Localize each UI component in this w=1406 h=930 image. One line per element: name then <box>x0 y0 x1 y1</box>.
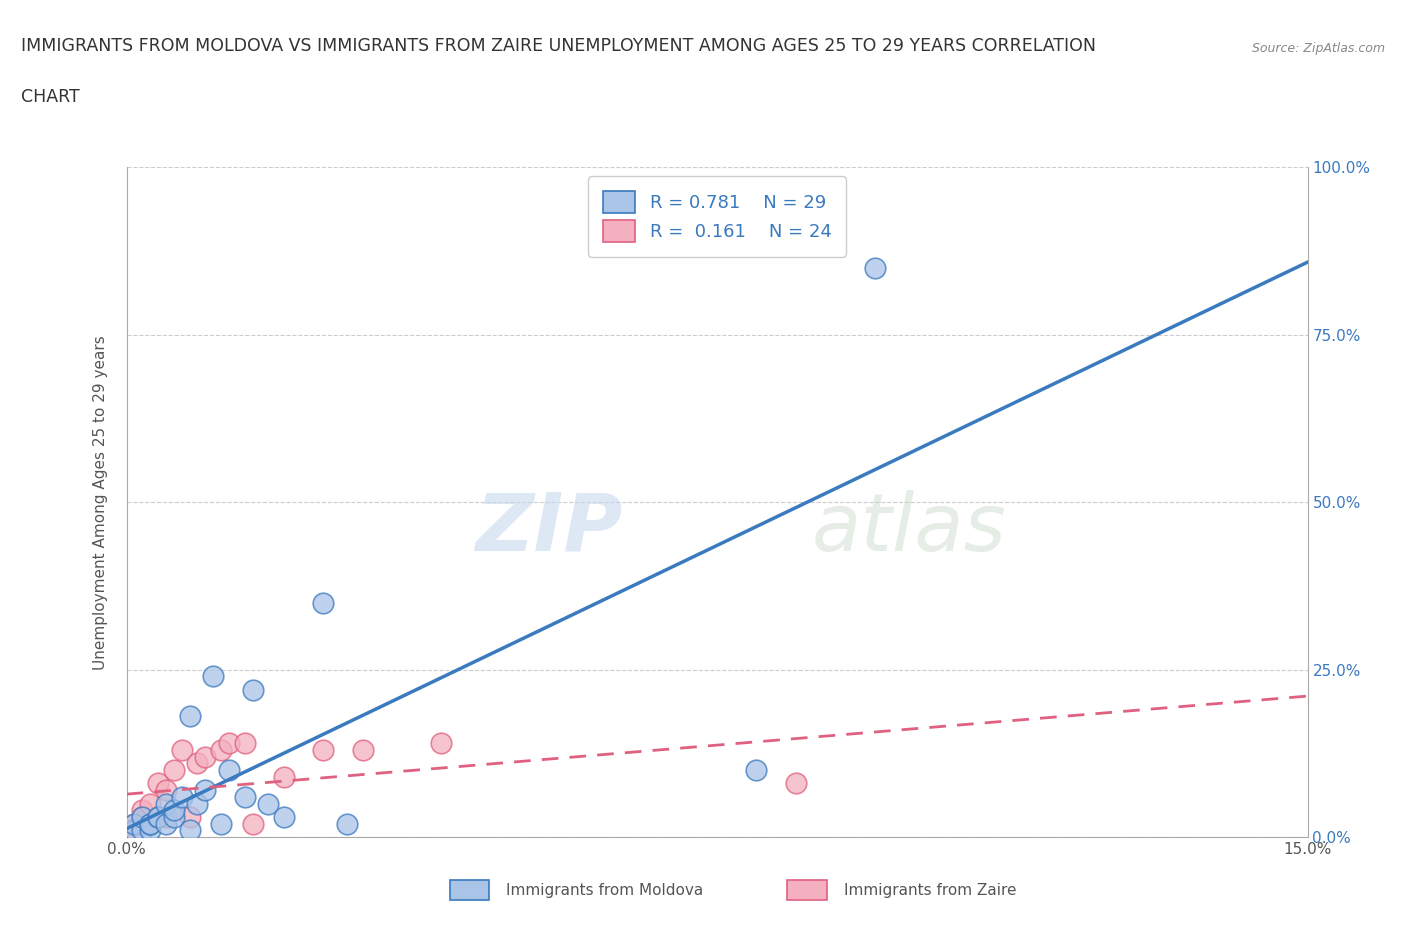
Point <box>312 742 335 757</box>
Point <box>146 776 169 790</box>
Text: atlas: atlas <box>811 490 1007 568</box>
Legend: R = 0.781    N = 29, R =  0.161    N = 24: R = 0.781 N = 29, R = 0.161 N = 24 <box>588 177 846 257</box>
Point <box>139 817 162 831</box>
Point <box>155 817 177 831</box>
Point <box>163 803 186 817</box>
Point <box>218 736 240 751</box>
Point <box>233 790 256 804</box>
Point <box>170 742 193 757</box>
Point <box>186 796 208 811</box>
Y-axis label: Unemployment Among Ages 25 to 29 years: Unemployment Among Ages 25 to 29 years <box>93 335 108 670</box>
Text: IMMIGRANTS FROM MOLDOVA VS IMMIGRANTS FROM ZAIRE UNEMPLOYMENT AMONG AGES 25 TO 2: IMMIGRANTS FROM MOLDOVA VS IMMIGRANTS FR… <box>21 37 1097 55</box>
Point <box>209 742 232 757</box>
Point <box>155 809 177 824</box>
Point <box>179 809 201 824</box>
Point <box>179 709 201 724</box>
Point <box>242 817 264 831</box>
Point <box>163 809 186 824</box>
Point <box>186 756 208 771</box>
Point <box>273 809 295 824</box>
Point <box>115 823 138 838</box>
Point <box>131 809 153 824</box>
Point <box>146 809 169 824</box>
Point <box>139 823 162 838</box>
Point <box>218 763 240 777</box>
Point <box>242 683 264 698</box>
Point <box>312 595 335 610</box>
Point <box>194 783 217 798</box>
Text: Immigrants from Zaire: Immigrants from Zaire <box>844 884 1017 898</box>
Point <box>233 736 256 751</box>
Point <box>124 823 146 838</box>
Point <box>336 817 359 831</box>
Point <box>785 776 807 790</box>
Point <box>155 796 177 811</box>
Point <box>179 823 201 838</box>
Point <box>139 817 162 831</box>
Point <box>257 796 280 811</box>
Point <box>155 783 177 798</box>
Text: Immigrants from Moldova: Immigrants from Moldova <box>506 884 703 898</box>
Point <box>273 769 295 784</box>
Point <box>863 260 886 275</box>
Point <box>139 817 162 831</box>
Text: ZIP: ZIP <box>475 490 623 568</box>
Point <box>352 742 374 757</box>
Point <box>745 763 768 777</box>
Point <box>131 809 153 824</box>
Point <box>124 817 146 831</box>
Point <box>131 803 153 817</box>
Point <box>146 809 169 824</box>
Point <box>209 817 232 831</box>
Text: Source: ZipAtlas.com: Source: ZipAtlas.com <box>1251 42 1385 55</box>
Point <box>430 736 453 751</box>
Point <box>139 796 162 811</box>
Point <box>163 763 186 777</box>
Point <box>202 669 225 684</box>
Point <box>124 823 146 838</box>
Text: CHART: CHART <box>21 88 80 106</box>
Point <box>124 817 146 831</box>
Point <box>131 823 153 838</box>
Point <box>170 790 193 804</box>
Point <box>194 750 217 764</box>
